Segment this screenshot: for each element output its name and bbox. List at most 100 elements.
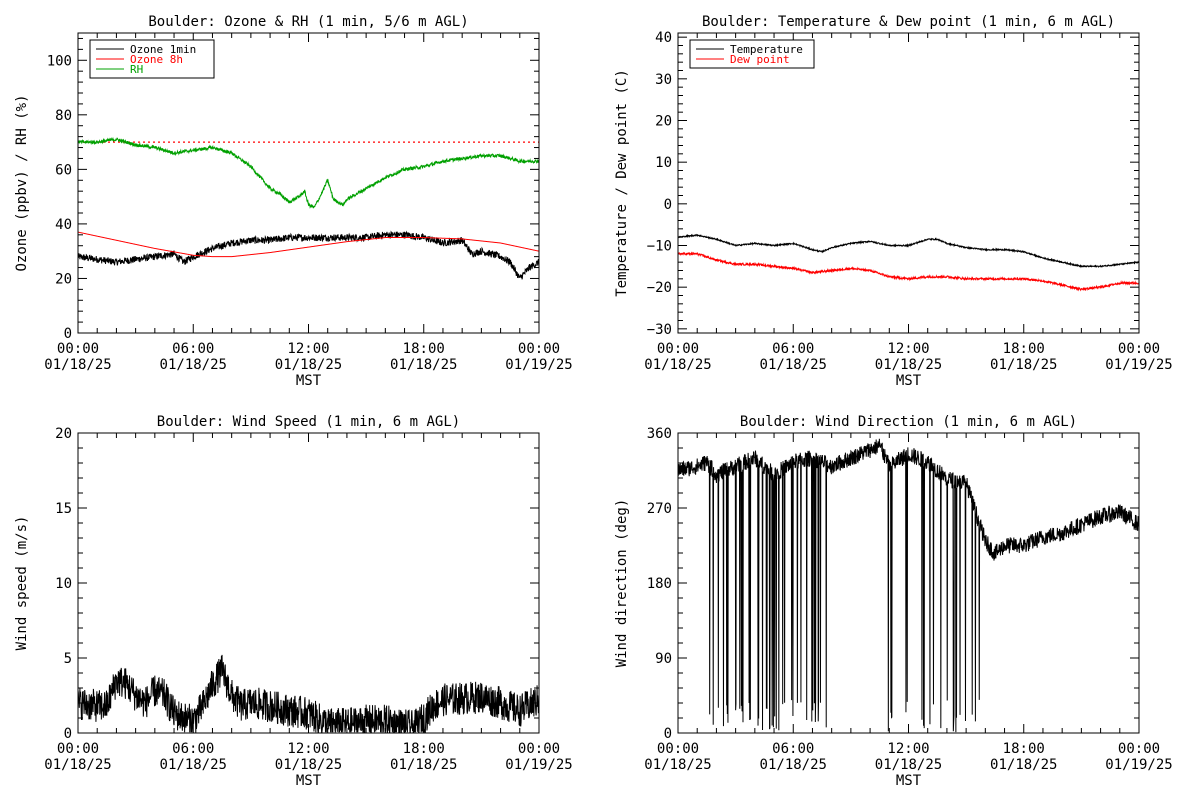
chart-panel-1: Boulder: Ozone & RH (1 min, 5/6 m AGL) MS… <box>14 14 573 389</box>
plot-frame <box>677 432 1140 734</box>
y-tick-label: −20 <box>647 280 672 296</box>
plot-frame <box>677 32 1140 334</box>
x-tick-label: 00:00 <box>657 341 699 357</box>
y-tick-label: 20 <box>55 426 72 442</box>
y-tick-label: 40 <box>55 217 72 233</box>
x-tick-date-label: 01/18/25 <box>160 757 227 773</box>
x-tick-date-label: 01/19/25 <box>1105 757 1172 773</box>
x-tick-label: 18:00 <box>403 341 445 357</box>
series-ozone-8h <box>78 231 539 258</box>
series-rh <box>78 137 539 209</box>
y-tick-label: 0 <box>664 197 672 213</box>
x-tick-date-label: 01/18/25 <box>44 757 111 773</box>
y-tick-label: 0 <box>64 726 72 742</box>
y-tick-label: 20 <box>655 114 672 130</box>
x-tick-label: 18:00 <box>1003 741 1045 757</box>
y-tick-label: 40 <box>655 30 672 46</box>
y-tick-label: 0 <box>64 326 72 342</box>
y-tick-label: 360 <box>647 426 672 442</box>
y-axis-label: Temperature / Dew point (C) <box>614 69 630 297</box>
x-tick-date-label: 01/18/25 <box>390 757 457 773</box>
plot-area <box>678 438 1139 733</box>
x-tick-label: 06:00 <box>172 741 214 757</box>
x-tick-label: 00:00 <box>57 341 99 357</box>
x-axis-label: MST <box>896 773 922 789</box>
x-tick-label: 00:00 <box>518 341 560 357</box>
chart-title: Boulder: Wind Direction (1 min, 6 m AGL) <box>740 414 1077 430</box>
x-tick-date-label: 01/18/25 <box>44 357 111 373</box>
x-tick-label: 00:00 <box>518 741 560 757</box>
y-tick-label: 60 <box>55 162 72 178</box>
x-tick-label: 00:00 <box>657 741 699 757</box>
y-axis-label: Ozone (ppbv) / RH (%) <box>14 94 30 271</box>
x-tick-date-label: 01/18/25 <box>875 757 942 773</box>
x-tick-date-label: 01/18/25 <box>275 357 342 373</box>
y-tick-label: 15 <box>55 501 72 517</box>
x-tick-label: 06:00 <box>772 341 814 357</box>
legend-label: Ozone 8h <box>130 53 183 66</box>
x-tick-label: 06:00 <box>772 741 814 757</box>
x-tick-label: 06:00 <box>172 341 214 357</box>
x-tick-date-label: 01/18/25 <box>275 757 342 773</box>
x-tick-date-label: 01/18/25 <box>390 357 457 373</box>
plot-frame <box>77 432 540 734</box>
x-tick-date-label: 01/19/25 <box>1105 357 1172 373</box>
y-tick-label: 0 <box>664 726 672 742</box>
x-tick-label: 18:00 <box>1003 341 1045 357</box>
series-1 <box>678 438 1139 733</box>
y-tick-label: 5 <box>64 651 72 667</box>
legend-label: RH <box>130 63 143 76</box>
x-tick-date-label: 01/19/25 <box>505 357 572 373</box>
chart-panel-4: Boulder: Wind Direction (1 min, 6 m AGL)… <box>614 414 1173 789</box>
x-tick-label: 00:00 <box>1118 341 1160 357</box>
x-tick-date-label: 01/18/25 <box>990 757 1057 773</box>
y-tick-label: 10 <box>655 155 672 171</box>
series-temperature <box>678 233 1139 269</box>
plot-frame <box>77 32 540 334</box>
x-axis-label: MST <box>296 773 322 789</box>
y-tick-label: 80 <box>55 108 72 124</box>
legend-label: Dew point <box>730 53 790 66</box>
plot-area <box>78 654 539 733</box>
x-tick-label: 00:00 <box>1118 741 1160 757</box>
x-tick-label: 18:00 <box>403 741 445 757</box>
x-tick-date-label: 01/18/25 <box>990 357 1057 373</box>
x-tick-date-label: 01/19/25 <box>505 757 572 773</box>
x-tick-label: 12:00 <box>887 741 929 757</box>
x-tick-date-label: 01/18/25 <box>644 357 711 373</box>
y-tick-label: 270 <box>647 501 672 517</box>
series-ozone-1min <box>78 230 539 280</box>
legend-label: Ozone 1min <box>130 43 196 56</box>
x-tick-label: 12:00 <box>887 341 929 357</box>
y-tick-label: −10 <box>647 239 672 255</box>
x-axis-label: MST <box>896 373 922 389</box>
chart-title: Boulder: Temperature & Dew point (1 min,… <box>702 14 1115 30</box>
x-tick-label: 12:00 <box>287 341 329 357</box>
y-tick-label: 20 <box>55 271 72 287</box>
y-tick-label: 30 <box>655 72 672 88</box>
x-axis-label: MST <box>296 373 322 389</box>
y-tick-label: −30 <box>647 322 672 338</box>
y-axis-label: Wind speed (m/s) <box>14 516 30 651</box>
series-1 <box>78 654 539 733</box>
chart-title: Boulder: Wind Speed (1 min, 6 m AGL) <box>157 414 460 430</box>
plot-area <box>678 233 1139 292</box>
y-tick-label: 180 <box>647 576 672 592</box>
legend-label: Temperature <box>730 43 803 56</box>
x-tick-label: 00:00 <box>57 741 99 757</box>
plot-area <box>78 137 539 280</box>
y-tick-label: 10 <box>55 576 72 592</box>
y-tick-label: 100 <box>47 53 72 69</box>
x-tick-date-label: 01/18/25 <box>760 757 827 773</box>
x-tick-label: 12:00 <box>287 741 329 757</box>
chart-panel-3: Boulder: Wind Speed (1 min, 6 m AGL) MST W… <box>14 414 573 789</box>
x-tick-date-label: 01/18/25 <box>875 357 942 373</box>
chart-title: Boulder: Ozone & RH (1 min, 5/6 m AGL) <box>148 14 468 30</box>
legend-box <box>689 39 815 69</box>
y-tick-label: 90 <box>655 651 672 667</box>
x-tick-date-label: 01/18/25 <box>644 757 711 773</box>
x-tick-date-label: 01/18/25 <box>760 357 827 373</box>
